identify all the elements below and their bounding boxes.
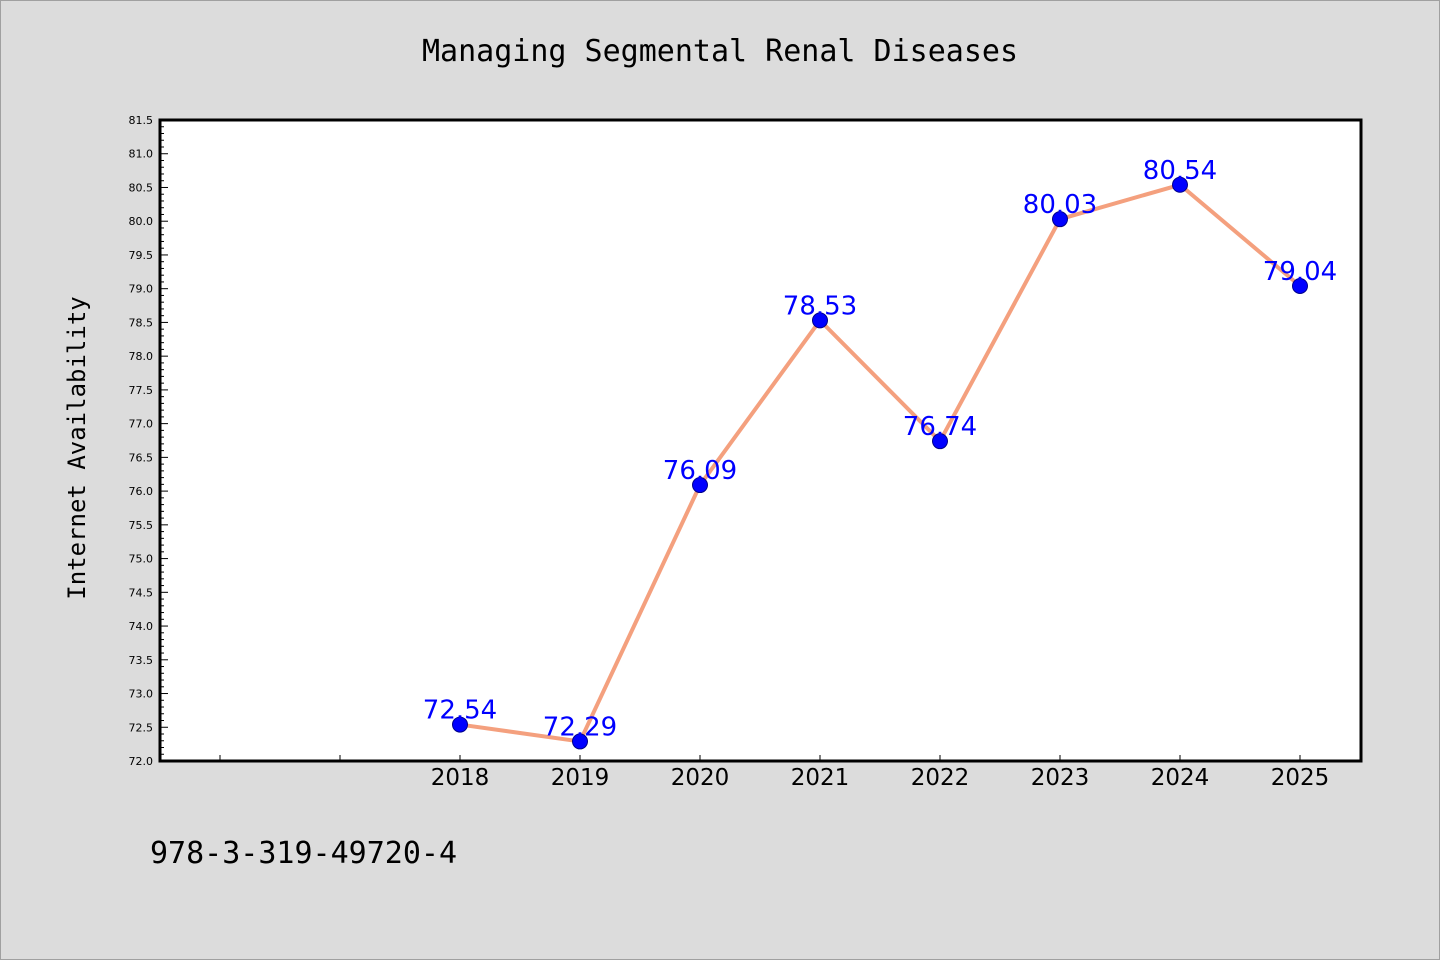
plot-area: [158, 118, 1363, 763]
data-label: 80.03: [1023, 190, 1097, 220]
x-tick-label: 2023: [1031, 765, 1090, 791]
data-point: [692, 477, 708, 494]
chart-title: Managing Segmental Renal Diseases: [421, 34, 1019, 69]
x-axis-ticks: 2018 2019 2020 2021 2022 2023 2024 2025: [219, 755, 1330, 791]
data-label: 72.29: [543, 712, 617, 742]
y-tick-label: 78.5: [129, 316, 154, 329]
x-tick-label: 2018: [431, 765, 490, 791]
y-tick-label: 76.5: [129, 451, 154, 464]
data-point: [812, 312, 828, 329]
data-label: 72.54: [423, 696, 497, 726]
x-tick-label: 2025: [1271, 765, 1330, 791]
x-tick-label: 2024: [1151, 765, 1210, 791]
y-tick-label: 77.5: [129, 384, 154, 397]
y-tick-label: 81.0: [129, 148, 154, 161]
y-tick-label: 79.5: [129, 249, 154, 262]
y-tick-label: 75.5: [129, 519, 154, 532]
data-label: 78.53: [783, 291, 857, 321]
y-tick-label: 76.0: [129, 485, 154, 498]
data-label: 76.74: [903, 412, 977, 442]
y-tick-label: 73.0: [129, 688, 154, 701]
y-axis-ticks: 72.0 72.5 73.0 73.5 74.0 74.5 75.0 75.5 76.0 76.5…: [129, 114, 168, 768]
data-point: [1052, 211, 1068, 228]
y-tick-label: 80.5: [129, 181, 154, 194]
y-tick-label: 81.5: [129, 114, 154, 127]
data-point: [572, 733, 588, 750]
y-tick-label: 78.0: [129, 350, 154, 363]
data-point: [1292, 277, 1308, 294]
data-labels: 72.54 72.29 76.09 78.53 76.74 80.03 80.54 79.04: [423, 156, 1337, 743]
x-tick-label: 2021: [791, 765, 850, 791]
y-tick-label: 74.0: [129, 620, 154, 633]
data-point: [932, 433, 948, 450]
y-tick-label: 75.0: [129, 553, 154, 566]
y-tick-label: 80.0: [129, 215, 154, 228]
y-tick-label: 74.5: [129, 586, 154, 599]
y-tick-label: 72.5: [129, 721, 154, 734]
x-tick-label: 2022: [911, 765, 970, 791]
x-tick-label: 2019: [551, 765, 610, 791]
data-label: 79.04: [1263, 257, 1337, 287]
y-tick-label: 77.0: [129, 418, 154, 431]
data-label: 76.09: [663, 456, 737, 486]
series-lines: [459, 182, 1302, 744]
y-tick-label: 72.0: [129, 755, 154, 768]
y-tick-label: 73.5: [129, 654, 154, 667]
data-markers: [452, 176, 1308, 750]
series-line: [459, 182, 1302, 744]
data-point: [1172, 176, 1188, 193]
data-label: 80.54: [1143, 156, 1217, 186]
data-point: [452, 716, 468, 733]
y-tick-label: 79.0: [129, 283, 154, 296]
x-tick-label: 2020: [671, 765, 730, 791]
isbn-text: 978-3-319-49720-4: [150, 836, 458, 871]
